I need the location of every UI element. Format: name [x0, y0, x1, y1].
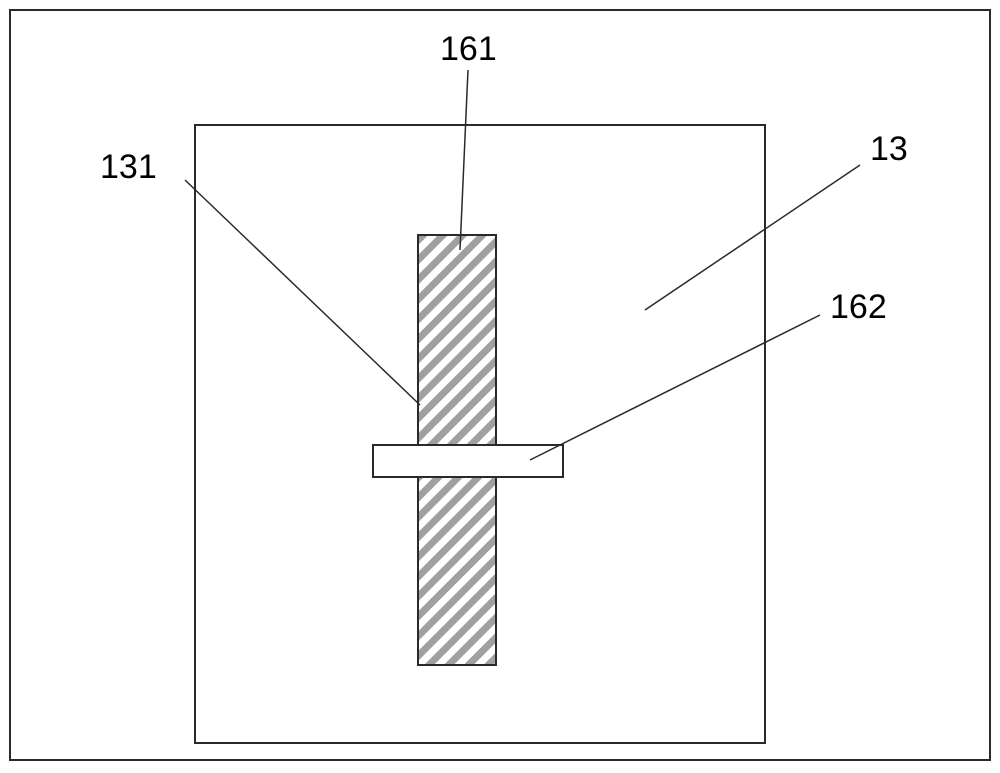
label-l161: 161 [440, 30, 497, 68]
cross-bar [373, 445, 563, 477]
label-l162: 162 [830, 288, 887, 326]
label-l131: 131 [100, 148, 157, 186]
label-l13: 13 [870, 130, 908, 168]
